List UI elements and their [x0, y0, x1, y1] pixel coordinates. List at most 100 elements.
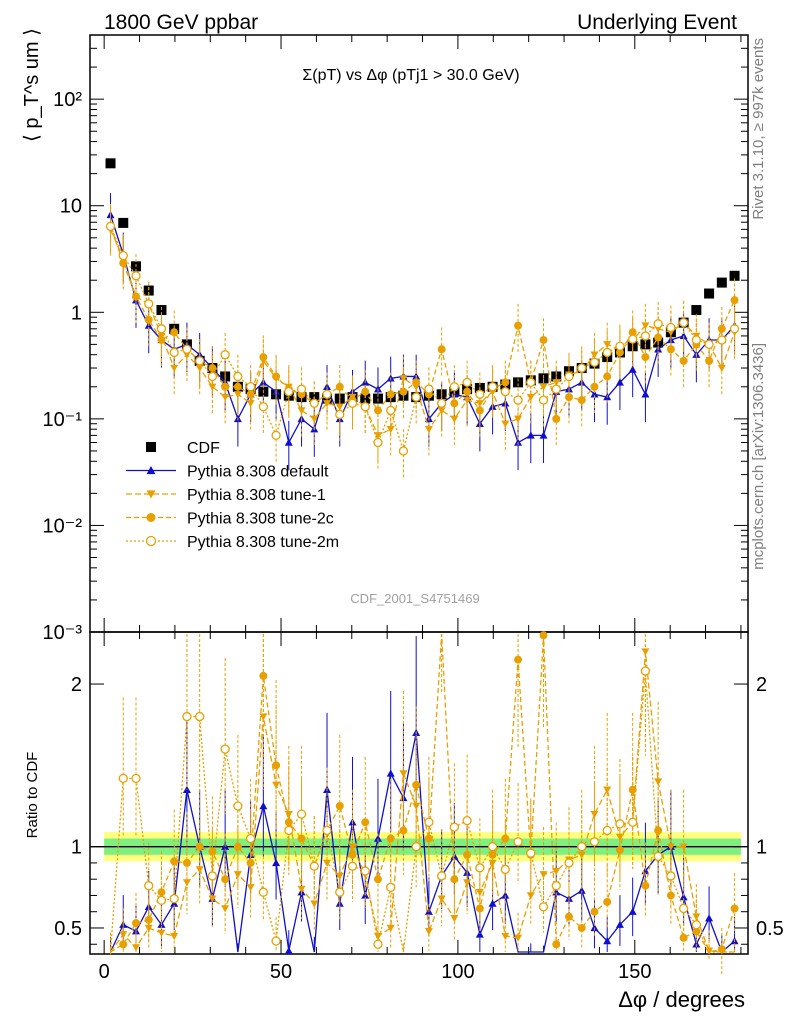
- main-data-point: [577, 363, 587, 373]
- main-data-point: [602, 347, 612, 358]
- main-data-point: [538, 395, 549, 405]
- ratio-data-point: [361, 818, 370, 827]
- ratio-data-point: [233, 871, 242, 879]
- ratio-data-point: [373, 939, 383, 949]
- main-data-point: [513, 395, 523, 405]
- ratio-data-point: [272, 761, 281, 770]
- legend-marker: [146, 466, 156, 475]
- ratio-data-point: [246, 858, 255, 867]
- main-data-point: [284, 438, 293, 446]
- main-data-point: [526, 377, 536, 388]
- ratio-data-point: [424, 928, 433, 936]
- ratio-data-point: [475, 863, 485, 873]
- main-data-point: [628, 328, 637, 337]
- ratio-data-point: [501, 834, 510, 843]
- ratio-data-point: [284, 818, 293, 827]
- ratio-data-point: [411, 842, 421, 852]
- main-data-point: [424, 384, 434, 394]
- main-data-point: [118, 251, 128, 261]
- main-data-point: [628, 365, 637, 373]
- ratio-data-point: [373, 834, 382, 842]
- ratio-data-point: [208, 895, 217, 903]
- main-data-point: [347, 398, 358, 408]
- legend-label: Pythia 8.308 tune-2c: [187, 511, 334, 528]
- ratio-data-point: [119, 940, 128, 949]
- main-data-point: [373, 406, 382, 415]
- ratio-data-point: [297, 885, 306, 893]
- ratio-data-point: [412, 780, 421, 789]
- ratio-series-1: [109, 634, 736, 975]
- main-data-point: [258, 402, 268, 412]
- main-data-point: [272, 372, 281, 381]
- ratio-series-2: [110, 631, 739, 959]
- main-y-tick-label: 1: [71, 302, 82, 324]
- main-data-point: [156, 324, 167, 334]
- ratio-data-point: [272, 858, 281, 867]
- main-series-4: [105, 204, 740, 479]
- main-data-point: [653, 319, 663, 329]
- main-data-point: [514, 321, 523, 330]
- legend-entry-4: Pythia 8.308 tune-2m: [126, 534, 339, 551]
- x-tick-label: 0: [99, 961, 110, 983]
- main-data-point: [271, 430, 281, 441]
- ratio-series-3: [109, 634, 736, 955]
- ratio-data-point: [615, 833, 624, 841]
- main-data-point: [513, 377, 524, 388]
- ratio-data-point: [386, 834, 395, 843]
- ratio-data-point: [488, 899, 497, 907]
- ratio-data-point: [347, 861, 358, 871]
- main-data-point: [437, 407, 446, 415]
- main-data-point: [666, 345, 675, 354]
- main-data-point: [577, 396, 586, 405]
- ratio-data-point: [131, 773, 141, 784]
- ratio-data-point: [552, 940, 561, 949]
- main-data-point: [590, 351, 599, 359]
- ratio-series-line: [110, 633, 736, 953]
- main-data-point: [678, 317, 689, 328]
- main-data-point: [119, 259, 128, 268]
- ratio-data-point: [449, 822, 460, 832]
- ratio-data-point: [335, 887, 345, 897]
- main-data-point: [309, 398, 319, 408]
- x-tick-label: 150: [618, 961, 651, 983]
- main-data-point: [399, 375, 408, 383]
- main-data-point: [246, 390, 255, 399]
- ratio-data-point: [450, 875, 459, 884]
- main-data-point: [424, 425, 433, 434]
- ratio-data-point: [131, 944, 140, 952]
- ratio-data-point: [691, 920, 702, 930]
- ratio-data-point: [552, 867, 561, 876]
- main-data-point: [360, 402, 370, 412]
- main-y-tick-label: 10⁻³: [43, 622, 83, 644]
- main-data-point: [259, 353, 268, 362]
- ratio-series-line: [109, 670, 735, 953]
- ratio-data-point: [487, 842, 498, 852]
- ratio-data-point: [538, 902, 549, 912]
- ratio-data-point: [386, 882, 396, 892]
- main-data-point: [144, 299, 154, 309]
- main-data-point: [640, 331, 651, 341]
- ratio-data-point: [653, 851, 663, 862]
- main-data-point: [666, 322, 676, 333]
- main-data-point: [729, 270, 740, 281]
- process-label: Underlying Event: [577, 11, 737, 34]
- ratio-data-point: [360, 866, 370, 876]
- main-data-point: [399, 387, 408, 396]
- main-data-point: [526, 431, 535, 439]
- ratio-data-point: [589, 837, 600, 847]
- ratio-panel-frame: [89, 631, 749, 955]
- legend-marker: [146, 490, 156, 499]
- main-data-point: [603, 341, 612, 349]
- main-data-point: [679, 331, 688, 340]
- ratio-data-point: [590, 907, 599, 916]
- ratio-data-point: [118, 773, 128, 784]
- x-tick-label: 100: [441, 961, 474, 983]
- ratio-data-point: [144, 915, 153, 924]
- ratio-data-point: [437, 895, 446, 903]
- ratio-data-point: [539, 631, 548, 640]
- ratio-data-point: [335, 802, 344, 811]
- ratio-data-point: [195, 711, 205, 722]
- main-data-point: [437, 345, 446, 354]
- main-data-point: [450, 399, 459, 408]
- ratio-data-point: [615, 819, 625, 829]
